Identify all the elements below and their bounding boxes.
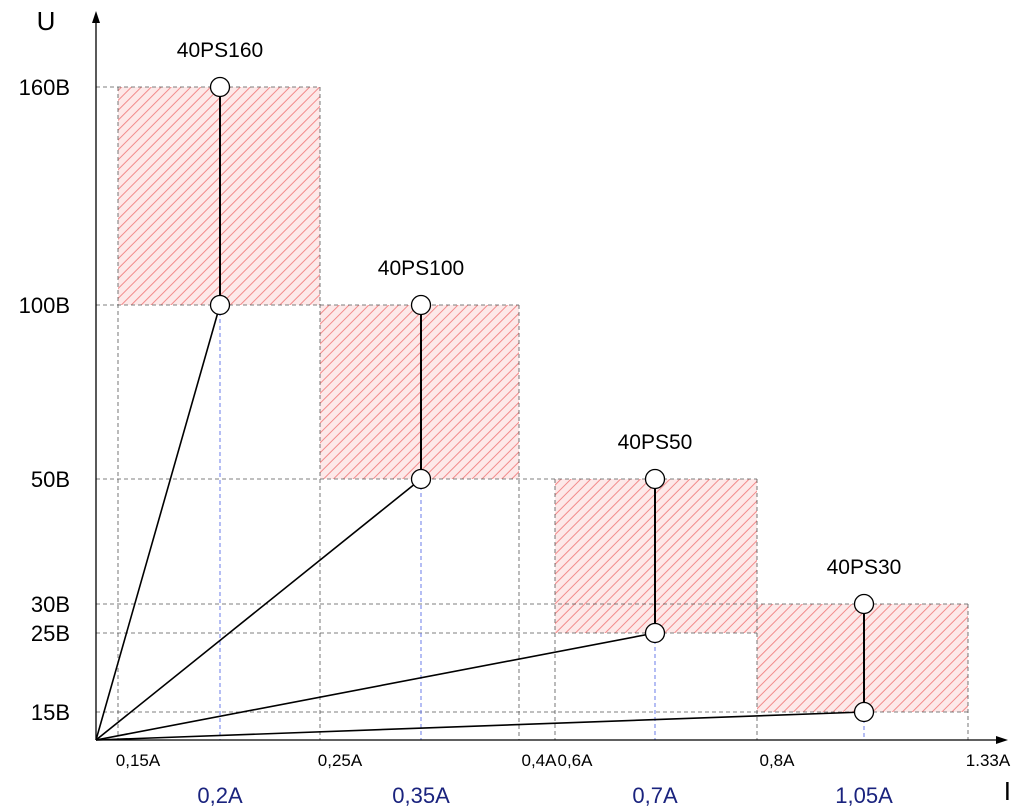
- segments-layer: [219, 87, 865, 712]
- point-max-40PS160: [209, 76, 231, 98]
- point-max-40PS100: [410, 294, 432, 316]
- x-axis-title: I: [1004, 776, 1011, 806]
- points-layer: [209, 76, 875, 723]
- y-tick-label: 100B: [19, 293, 70, 318]
- y-tick-label: 160B: [19, 75, 70, 100]
- region-40PS100: [320, 305, 519, 479]
- x-tick-current-label: 0,2A: [197, 783, 243, 808]
- ray-40PS160: [95, 304, 221, 741]
- y-tick-label: 30B: [31, 592, 70, 617]
- x-tick-label: 0,4A: [522, 751, 558, 770]
- x-tick-current-label: 0,35A: [392, 783, 450, 808]
- y-tick-label: 15B: [31, 700, 70, 725]
- x-tick-label: 1.33A: [966, 751, 1011, 770]
- point-min-40PS160: [209, 294, 231, 316]
- point-max-40PS50: [644, 468, 666, 490]
- x-tick-label: 0,25A: [318, 751, 363, 770]
- series-label: 40PS160: [177, 39, 263, 62]
- point-min-40PS50: [644, 622, 666, 644]
- guides-layer: 0,2A 0,35A 0,7A 1,05A: [197, 305, 893, 808]
- ray-40PS50: [95, 632, 656, 741]
- y-axis-arrow: [92, 11, 100, 23]
- series-label: 40PS100: [378, 257, 464, 280]
- x-tick-current-label: 0,7A: [632, 783, 678, 808]
- region-40PS30: [757, 604, 968, 712]
- ray-40PS30: [95, 711, 865, 741]
- x-tick-current-label: 1,05A: [835, 783, 893, 808]
- axes-layer: U I: [37, 6, 1011, 806]
- point-min-40PS100: [410, 468, 432, 490]
- labels-layer: 40PS160 40PS100 40PS50 40PS30: [177, 39, 902, 579]
- regions-layer: [118, 87, 968, 712]
- ray-40PS100: [95, 478, 422, 741]
- y-axis-title: U: [37, 6, 56, 36]
- x-tick-label: 0,6A: [558, 751, 594, 770]
- series-label: 40PS30: [827, 556, 902, 579]
- point-max-40PS30: [853, 593, 875, 615]
- x-tick-label: 0,8A: [760, 751, 796, 770]
- y-tick-label: 50B: [31, 467, 70, 492]
- y-tick-label: 25B: [31, 621, 70, 646]
- x-axis-arrow: [996, 736, 1008, 744]
- x-tick-label: 0,15A: [116, 751, 161, 770]
- series-label: 40PS50: [618, 431, 693, 454]
- rays-layer: [95, 304, 865, 741]
- point-min-40PS30: [853, 701, 875, 723]
